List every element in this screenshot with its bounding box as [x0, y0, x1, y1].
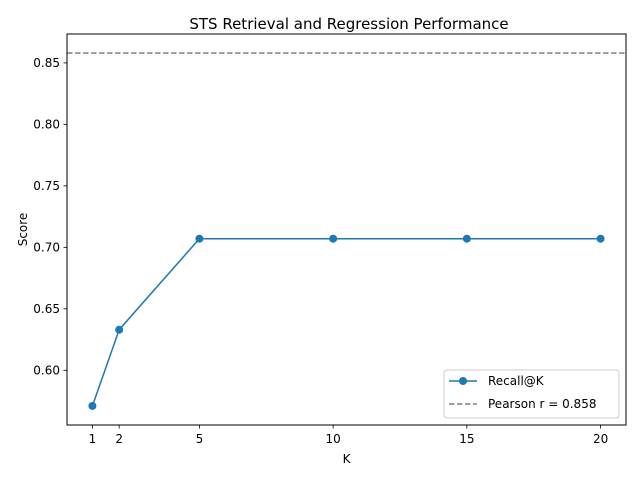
y-tick-label: 0.85: [33, 56, 60, 70]
x-tick-label: 10: [325, 432, 340, 446]
x-tick-label: 1: [89, 432, 97, 446]
x-tick-label: 20: [593, 432, 608, 446]
recall-data-point: [462, 234, 471, 243]
y-axis-label: Score: [16, 213, 30, 247]
x-tick-label: 2: [115, 432, 123, 446]
series-group: [88, 234, 605, 410]
y-tick-label: 0.70: [33, 240, 60, 254]
y-axis-ticks: 0.60 0.65 0.70 0.75 0.80 0.85: [33, 56, 67, 377]
x-axis-label: K: [343, 452, 352, 466]
legend-marker-recall: [459, 377, 467, 385]
y-tick-label: 0.65: [33, 302, 60, 316]
recall-data-point: [88, 401, 97, 410]
recall-series-line: [91, 237, 601, 407]
y-tick-label: 0.80: [33, 117, 60, 131]
plot-area: [67, 34, 626, 425]
chart-title: STS Retrieval and Regression Performance: [189, 15, 508, 33]
legend-box: [443, 369, 620, 419]
y-tick-label: 0.60: [33, 363, 60, 377]
recall-data-point: [195, 234, 204, 243]
recall-data-point: [596, 234, 605, 243]
recall-data-point: [329, 234, 338, 243]
recall-data-point: [115, 325, 124, 334]
x-tick-label: 5: [196, 432, 204, 446]
legend: Recall@K Pearson r = 0.858: [443, 369, 620, 419]
legend-label-recall: Recall@K: [488, 374, 545, 388]
plot-frame: [66, 33, 627, 426]
x-tick-label: 15: [459, 432, 474, 446]
legend-label-pearson: Pearson r = 0.858: [488, 397, 596, 411]
y-tick-label: 0.75: [33, 179, 60, 193]
x-axis-ticks: 1 2 5 10 15 20: [89, 425, 608, 446]
